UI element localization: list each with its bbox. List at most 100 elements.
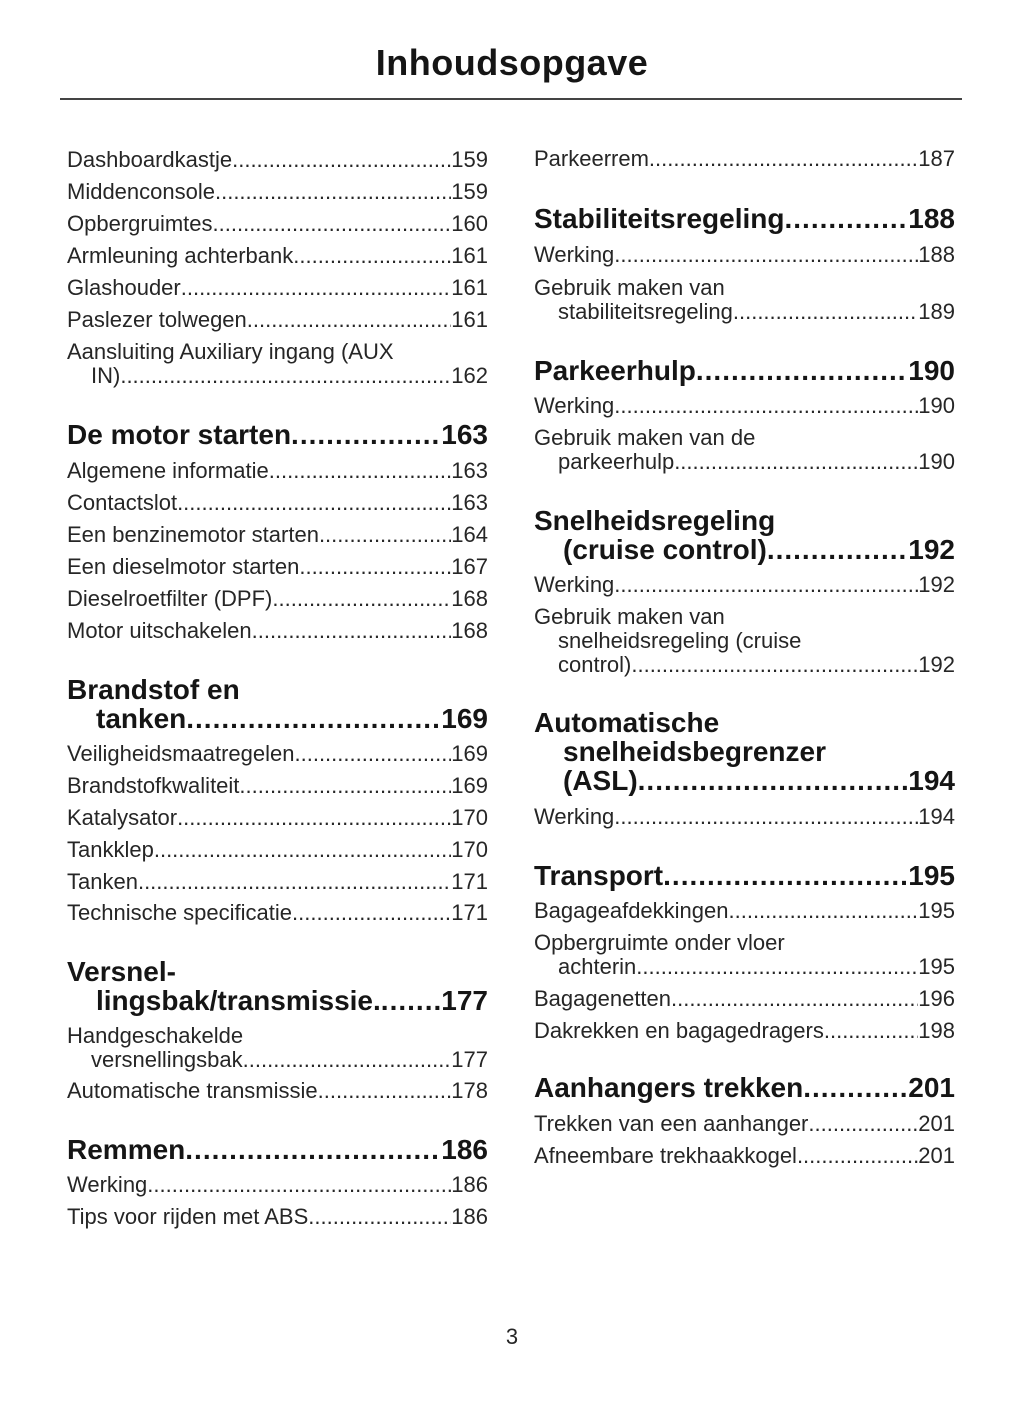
dot-leader	[614, 571, 918, 599]
toc-entry: Tankklep 170	[67, 836, 488, 864]
page-reference: 194	[908, 765, 955, 796]
dot-leader	[186, 703, 441, 735]
page-reference: 170	[451, 805, 488, 830]
toc-entry: Bagageafdekkingen 195	[534, 897, 955, 925]
dot-leader	[631, 651, 918, 679]
entry-text: Werking	[534, 242, 615, 267]
entry-text: Paslezer tolwegen	[67, 307, 247, 332]
toc-entry: Dakrekken en bagagedragers 198	[534, 1017, 955, 1045]
page-reference: 201	[918, 1111, 955, 1136]
page-reference: 161	[451, 307, 488, 332]
page-reference: 201	[918, 1143, 955, 1168]
toc-section-heading: snelheidsbegrenzer	[563, 736, 955, 768]
entry-text: Dashboardkastje	[67, 147, 233, 172]
toc-section-heading: Snelheidsregeling	[534, 505, 955, 537]
entry-text: Trekken van een aanhanger	[534, 1111, 809, 1136]
entry-text: IN)	[91, 363, 121, 388]
entry-text: versnellingsbak	[91, 1047, 243, 1072]
toc-entry: Een dieselmotor starten 167	[67, 553, 488, 581]
heading-text: Stabiliteitsregeling	[534, 203, 785, 234]
dot-leader	[808, 1110, 918, 1138]
dot-leader	[292, 899, 451, 927]
toc-entry: Veiligheidsmaatregelen 169	[67, 740, 488, 768]
entry-text: Tanken	[67, 869, 138, 894]
heading-text: Remmen	[67, 1134, 186, 1165]
toc-entry: Automatische transmissie 178	[67, 1077, 488, 1105]
toc-entry: Werking 192	[534, 571, 955, 599]
heading-text: tanken	[96, 703, 187, 734]
page-reference: 163	[451, 458, 488, 483]
dot-leader	[299, 553, 451, 581]
dot-leader	[154, 836, 451, 864]
dot-leader	[247, 306, 452, 334]
toc-section-heading: lingsbak/transmissie. 177	[96, 985, 488, 1017]
page-reference: 186	[451, 1204, 488, 1229]
toc-section-heading: De motor starten 163	[67, 419, 488, 451]
toc-entry: snelheidsregeling (cruise	[558, 627, 955, 655]
toc-section-heading: Stabiliteitsregeling 188	[534, 203, 955, 235]
toc-entry: control) 192	[558, 651, 955, 679]
entry-text: Katalysator	[67, 805, 178, 830]
page-reference: 192	[908, 534, 955, 565]
entry-text: Werking	[534, 804, 615, 829]
dot-leader	[649, 145, 918, 173]
page-reference: 163	[441, 419, 488, 450]
dot-leader	[614, 392, 918, 420]
dot-leader	[120, 362, 451, 390]
toc-section-heading: Parkeerhulp 190	[534, 355, 955, 387]
entry-text: Werking	[534, 393, 615, 418]
dot-leader	[767, 534, 908, 566]
toc-entry: Werking 186	[67, 1171, 488, 1199]
toc-section-heading: Aanhangers trekken 201	[534, 1072, 955, 1104]
entry-text: Een dieselmotor starten	[67, 554, 300, 579]
dot-leader	[308, 1203, 451, 1231]
dot-leader	[295, 740, 452, 768]
page-reference: 170	[451, 837, 488, 862]
entry-text: Dakrekken en bagagedragers	[534, 1018, 824, 1043]
page-reference: 188	[908, 203, 955, 234]
toc-entry: Parkeerrem 187	[534, 145, 955, 173]
entry-text: Automatische transmissie	[67, 1078, 318, 1103]
toc-entry: versnellingsbak 177	[91, 1046, 488, 1074]
dot-leader	[803, 1072, 908, 1104]
toc-entry: Werking 188	[534, 241, 955, 269]
dot-leader	[232, 146, 451, 174]
heading-text: (ASL)	[563, 765, 638, 796]
toc-entry: Opbergruimte onder vloer	[534, 929, 955, 957]
entry-text: parkeerhulp	[558, 449, 675, 474]
entry-text: Werking	[67, 1172, 148, 1197]
entry-text: Gebruik maken van	[534, 604, 725, 629]
toc-entry: Tips voor rijden met ABS 186	[67, 1203, 488, 1231]
dot-leader	[177, 489, 451, 517]
heading-text: (cruise control)	[563, 534, 767, 565]
page-reference: 160	[451, 211, 488, 236]
dot-leader	[663, 860, 908, 892]
dot-leader	[824, 1017, 918, 1045]
page-reference: 167	[451, 554, 488, 579]
page-reference: 178	[451, 1078, 488, 1103]
toc-section-heading: Versnel-	[67, 956, 488, 988]
heading-text: lingsbak/transmissie.	[96, 985, 381, 1016]
page-reference: 190	[918, 393, 955, 418]
toc-entry: Opbergruimtes 160	[67, 210, 488, 238]
entry-text: Veiligheidsmaatregelen	[67, 741, 295, 766]
dot-leader	[138, 868, 451, 896]
page-reference: 159	[451, 179, 488, 204]
entry-text: snelheidsregeling (cruise	[558, 628, 802, 653]
heading-text: snelheidsbegrenzer	[563, 736, 826, 767]
entry-text: Motor uitschakelen	[67, 618, 252, 643]
dot-leader	[239, 772, 451, 800]
toc-entry: Gebruik maken van	[534, 274, 955, 302]
page-reference: 186	[451, 1172, 488, 1197]
page-reference: 162	[451, 363, 488, 388]
entry-text: Een benzinemotor starten	[67, 522, 319, 547]
toc-entry: Gebruik maken van	[534, 603, 955, 631]
toc-entry: Glashouder 161	[67, 274, 488, 302]
page-reference: 188	[918, 242, 955, 267]
entry-text: Brandstofkwaliteit	[67, 773, 240, 798]
page-reference: 164	[451, 522, 488, 547]
dot-leader	[674, 448, 918, 476]
toc-section-heading: tanken 169	[96, 703, 488, 735]
entry-text: Aansluiting Auxiliary ingang (AUX	[67, 339, 394, 364]
toc-entry: Dashboardkastje 159	[67, 146, 488, 174]
